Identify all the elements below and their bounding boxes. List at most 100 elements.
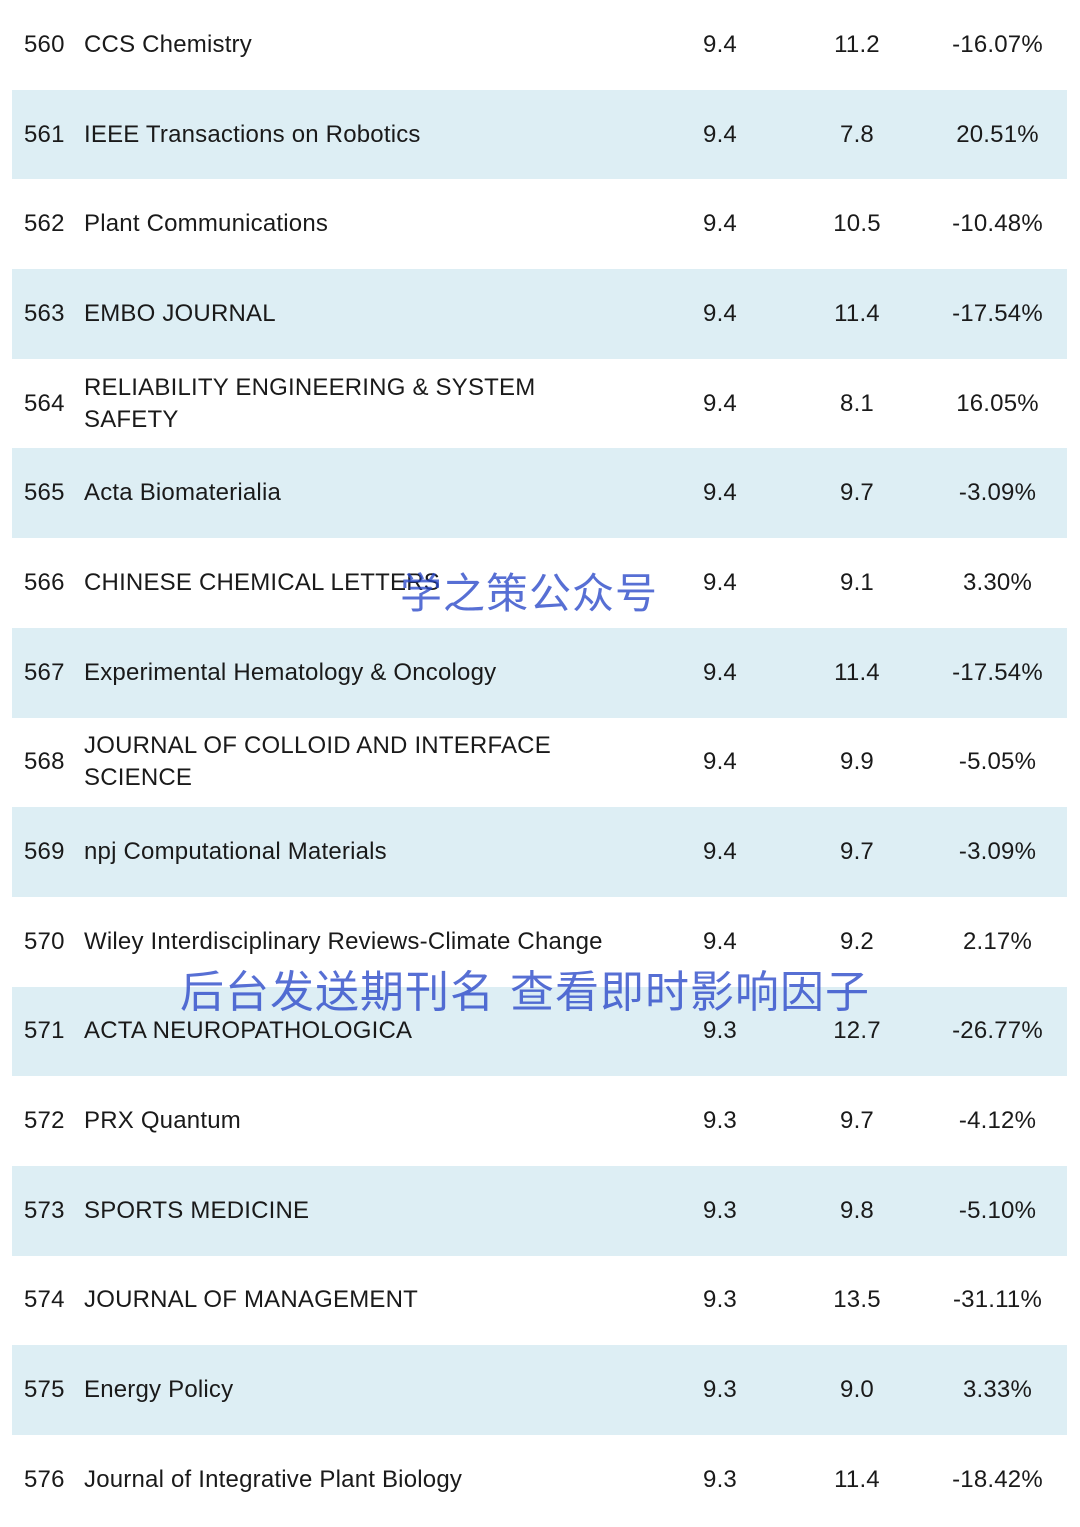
rank-cell: 562 (24, 210, 65, 238)
table-row: 571 ACTA NEUROPATHOLOGICA 9.3 12.7 -26.7… (12, 986, 1067, 1077)
change-percent-cell: 3.33% (962, 1376, 1033, 1404)
value-cell: 9.4 (703, 658, 737, 686)
table-row: 566 CHINESE CHEMICAL LETTERS 9.4 9.1 3.3… (12, 538, 1067, 628)
journal-name-cell: Experimental Hematology & Oncology (84, 658, 497, 686)
change-percent-cell: -17.54% (952, 299, 1043, 327)
change-percent-cell: -16.07% (952, 30, 1043, 58)
table-row: 567 Experimental Hematology & Oncology 9… (12, 627, 1067, 718)
change-percent-cell: 2.17% (962, 927, 1033, 955)
value-cell: 7.8 (840, 120, 874, 148)
change-percent-cell: -4.12% (958, 1107, 1037, 1135)
rank-cell: 569 (24, 838, 65, 866)
value-cell: 9.4 (703, 838, 737, 866)
change-percent-cell: -26.77% (952, 1017, 1043, 1045)
change-percent-cell: -3.09% (958, 479, 1037, 507)
journal-name-cell: npj Computational Materials (84, 838, 387, 866)
value-cell: 11.4 (834, 299, 880, 327)
table-row: 564 RELIABILITY ENGINEERING & SYSTEM SAF… (12, 359, 1067, 449)
value-cell: 9.4 (703, 210, 737, 238)
rank-cell: 566 (24, 568, 65, 596)
change-percent-cell: 16.05% (956, 389, 1039, 417)
value-cell: 9.3 (703, 1017, 737, 1045)
rank-cell: 574 (24, 1286, 65, 1314)
value-cell: 11.2 (834, 30, 880, 58)
change-percent-cell: -18.42% (952, 1465, 1043, 1493)
value-cell: 9.3 (703, 1196, 737, 1224)
value-cell: 11.4 (834, 1465, 880, 1493)
journal-name-cell: IEEE Transactions on Robotics (84, 120, 421, 148)
change-percent-cell: 20.51% (956, 120, 1039, 148)
table-row: 568 JOURNAL OF COLLOID AND INTERFACE SCI… (12, 718, 1067, 808)
value-cell: 8.1 (840, 389, 874, 417)
value-cell: 9.8 (840, 1196, 874, 1224)
journal-name-cell: JOURNAL OF COLLOID AND INTERFACE SCIENCE (84, 732, 551, 792)
rank-cell: 576 (24, 1465, 65, 1493)
journal-name-cell: Plant Communications (84, 210, 329, 238)
value-cell: 9.7 (840, 479, 874, 507)
value-cell: 9.7 (840, 1107, 874, 1135)
value-cell: 12.7 (833, 1017, 881, 1045)
value-cell: 9.9 (840, 748, 874, 776)
table-row: 573 SPORTS MEDICINE 9.3 9.8 -5.10% (12, 1165, 1067, 1256)
table-row: 570 Wiley Interdisciplinary Reviews-Clim… (12, 897, 1067, 987)
change-percent-cell: -5.05% (958, 748, 1037, 776)
rank-cell: 563 (24, 299, 65, 327)
rank-cell: 565 (24, 479, 65, 507)
change-percent-cell: 3.30% (962, 568, 1033, 596)
rank-cell: 568 (24, 748, 65, 776)
journal-name-cell: Wiley Interdisciplinary Reviews-Climate … (84, 927, 603, 955)
journal-name-cell: CHINESE CHEMICAL LETTERS (84, 568, 440, 596)
rank-cell: 572 (24, 1107, 65, 1135)
rank-cell: 560 (24, 30, 65, 58)
journal-name-cell: RELIABILITY ENGINEERING & SYSTEM SAFETY (84, 373, 536, 433)
value-cell: 9.0 (840, 1376, 874, 1404)
journal-name-cell: JOURNAL OF MANAGEMENT (84, 1286, 419, 1314)
value-cell: 9.3 (703, 1376, 737, 1404)
rank-cell: 571 (24, 1017, 65, 1045)
change-percent-cell: -5.10% (958, 1196, 1037, 1224)
journal-name-cell: Journal of Integrative Plant Biology (84, 1465, 463, 1493)
value-cell: 9.3 (703, 1107, 737, 1135)
value-cell: 9.3 (703, 1286, 737, 1314)
value-cell: 13.5 (833, 1286, 881, 1314)
value-cell: 9.4 (703, 568, 737, 596)
table-row: 572 PRX Quantum 9.3 9.7 -4.12% (12, 1076, 1067, 1166)
journal-name-cell: ACTA NEUROPATHOLOGICA (84, 1017, 413, 1045)
table-row: 574 JOURNAL OF MANAGEMENT 9.3 13.5 -31.1… (12, 1256, 1067, 1346)
value-cell: 9.4 (703, 120, 737, 148)
table-row: 560 CCS Chemistry 9.4 11.2 -16.07% (12, 0, 1067, 90)
rank-cell: 570 (24, 927, 65, 955)
journal-name-cell: CCS Chemistry (84, 30, 252, 58)
change-percent-cell: -3.09% (958, 838, 1037, 866)
value-cell: 9.3 (703, 1465, 737, 1493)
change-percent-cell: -31.11% (952, 1286, 1042, 1314)
value-cell: 9.2 (840, 927, 874, 955)
table-row: 562 Plant Communications 9.4 10.5 -10.48… (12, 179, 1067, 269)
table-row: 575 Energy Policy 9.3 9.0 3.33% (12, 1345, 1067, 1435)
table-row: 576 Journal of Integrative Plant Biology… (12, 1435, 1067, 1525)
journal-name-cell: PRX Quantum (84, 1107, 241, 1135)
value-cell: 11.4 (834, 658, 880, 686)
table-row: 561 IEEE Transactions on Robotics 9.4 7.… (12, 89, 1067, 180)
value-cell: 9.7 (840, 838, 874, 866)
rank-cell: 561 (24, 120, 65, 148)
table-row: 569 npj Computational Materials 9.4 9.7 … (12, 807, 1067, 897)
value-cell: 9.4 (703, 748, 737, 776)
value-cell: 10.5 (833, 210, 881, 238)
value-cell: 9.1 (840, 568, 874, 596)
journal-name-cell: EMBO JOURNAL (84, 299, 276, 327)
rank-cell: 564 (24, 389, 65, 417)
journal-name-cell: Acta Biomaterialia (84, 479, 282, 507)
value-cell: 9.4 (703, 927, 737, 955)
journal-name-cell: SPORTS MEDICINE (84, 1196, 310, 1224)
value-cell: 9.4 (703, 479, 737, 507)
rank-cell: 573 (24, 1196, 65, 1224)
journal-name-cell: Energy Policy (84, 1376, 234, 1404)
rank-cell: 575 (24, 1376, 65, 1404)
value-cell: 9.4 (703, 299, 737, 327)
value-cell: 9.4 (703, 30, 737, 58)
change-percent-cell: -17.54% (952, 658, 1043, 686)
journal-table: 560 CCS Chemistry 9.4 11.2 -16.07% 561 I… (12, 0, 1067, 1525)
value-cell: 9.4 (703, 389, 737, 417)
table-row: 563 EMBO JOURNAL 9.4 11.4 -17.54% (12, 269, 1067, 359)
